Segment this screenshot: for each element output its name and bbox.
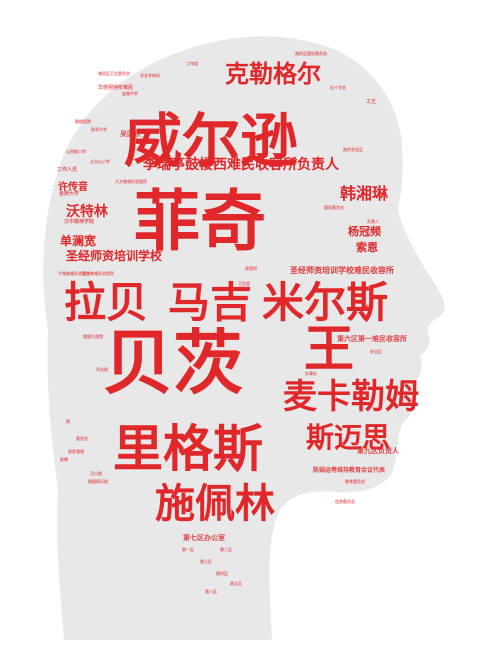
cloud-word: 第五区 (230, 581, 242, 586)
cloud-word: 工王 (366, 99, 377, 105)
cloud-word: 陈嵘 (60, 457, 68, 462)
cloud-word: 红十字会 (330, 85, 346, 90)
cloud-word: 国际委员会 (324, 205, 344, 210)
cloud-word: 金陵中学 (122, 91, 138, 96)
cloud-word: 华侨招待所难民 (98, 85, 134, 91)
cloud-word: 工作人员 (57, 167, 78, 173)
cloud-word: 粮食委员会 (345, 479, 365, 484)
cloud-word: 五台山小学 (90, 159, 110, 164)
cloud-word: 住房委员会 (335, 499, 355, 504)
cloud-word: 高 (66, 419, 70, 424)
cloud-word: 第四区 (216, 571, 228, 576)
cloud-word: 拉贝 (64, 278, 149, 327)
cloud-word: 施佩林 (155, 480, 275, 527)
cloud-word: 高家酒馆 (68, 449, 84, 454)
cloud-word: 陈娟运等维持教育会议代表 (313, 467, 386, 474)
cloud-word: 许传音 (58, 182, 88, 193)
cloud-word: 德国俱乐部 (88, 479, 108, 484)
cloud-word: 鼓楼医院 (75, 119, 91, 124)
cloud-word: 办事处 (305, 371, 317, 376)
cloud-word: 负责人 (367, 219, 379, 224)
cloud-word: 第二区 (220, 547, 232, 552)
cloud-word: 难民区国际委员会 (295, 51, 327, 56)
cloud-word: 金陵大学 (59, 191, 80, 197)
cloud-word: 陆军大学 (91, 127, 107, 132)
cloud-word: 李瑞亭鼓楼西难民收容所负责人 (143, 157, 339, 173)
cloud-word: 收容所 (245, 266, 257, 271)
cloud-word: 第三区 (200, 559, 212, 564)
cloud-word: 难民区卫生委员会 (98, 71, 130, 76)
cloud-word: 麦卡勒姆 (283, 377, 419, 417)
cloud-word: 司法部 (96, 367, 108, 372)
cloud-word: 杨冠频 (348, 225, 381, 238)
cloud-word: 农业专修科 (140, 73, 160, 78)
cloud-word: 山西路小学 (66, 149, 86, 154)
cloud-word: 第七区办公室 (183, 533, 225, 542)
cloud-word: 美国大使馆 (83, 334, 103, 339)
cloud-word: 第九区负责人 (357, 446, 399, 455)
cloud-word: 索恩 (356, 241, 378, 254)
cloud-word: 菲奇 (134, 182, 266, 260)
cloud-word: 第八区 (205, 589, 217, 594)
cloud-word: 大方巷难民收容所 (115, 179, 147, 184)
cloud-word: 汉中路神学院 (64, 219, 95, 225)
cloud-word: 第一区 (182, 547, 194, 552)
cloud-word: 韩湘琳 (340, 184, 389, 203)
cloud-word: 贝茨 (103, 321, 243, 404)
cloud-word: 南京安全区 (343, 147, 363, 152)
cloud-word: 宁海路难民收容所 (58, 271, 90, 276)
cloud-word: 威尔逊 (124, 107, 299, 175)
cloud-word: 里格斯 (113, 419, 263, 478)
cloud-word: 王 (304, 319, 354, 378)
cloud-word: 圣经师资培训学校 (66, 249, 163, 263)
cloud-word: 单澜宽 (60, 234, 97, 248)
cloud-word: 马吉 (168, 278, 253, 327)
cloud-word: 汉口路 (90, 471, 102, 476)
head-profile-shape (43, 36, 445, 640)
cloud-word: 米尔斯 (262, 278, 389, 327)
cloud-word: 吴国京 (120, 129, 141, 138)
cloud-word: 工作组 (186, 61, 198, 66)
cloud-word: 安全区 (370, 349, 382, 354)
cloud-word: 斯迈思 (306, 421, 391, 454)
cloud-word: 圣经师资培训学校难民收容所 (290, 265, 394, 275)
cloud-word: 委员会 (76, 436, 88, 441)
cloud-word: 难民 (365, 304, 373, 309)
cloud-word: 双龙巷难民收容所 (82, 271, 114, 276)
cloud-word: 克勒格尔 (225, 59, 321, 88)
cloud-word: 第六区第一难民收容所 (337, 334, 407, 343)
cloud-word: 卫生组 (238, 281, 250, 286)
cloud-word: 沃特林 (66, 204, 108, 220)
